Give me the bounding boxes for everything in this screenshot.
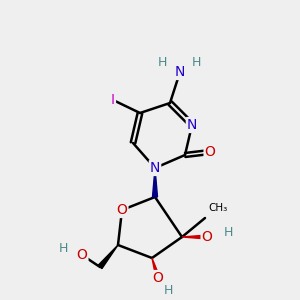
Text: N: N — [187, 118, 197, 132]
Polygon shape — [182, 235, 207, 239]
Text: H: H — [223, 226, 233, 238]
Text: O: O — [153, 271, 164, 285]
Text: O: O — [76, 248, 87, 262]
Text: H: H — [163, 284, 173, 298]
Text: O: O — [202, 230, 212, 244]
Polygon shape — [98, 245, 118, 268]
Text: N: N — [175, 65, 185, 79]
Text: CH₃: CH₃ — [208, 203, 227, 213]
Text: H: H — [58, 242, 68, 254]
Text: O: O — [205, 145, 215, 159]
Text: H: H — [157, 56, 167, 68]
Text: H: H — [191, 56, 201, 68]
Text: I: I — [111, 93, 115, 107]
Polygon shape — [152, 168, 158, 197]
Text: N: N — [150, 161, 160, 175]
Text: O: O — [117, 203, 128, 217]
Polygon shape — [152, 258, 160, 279]
